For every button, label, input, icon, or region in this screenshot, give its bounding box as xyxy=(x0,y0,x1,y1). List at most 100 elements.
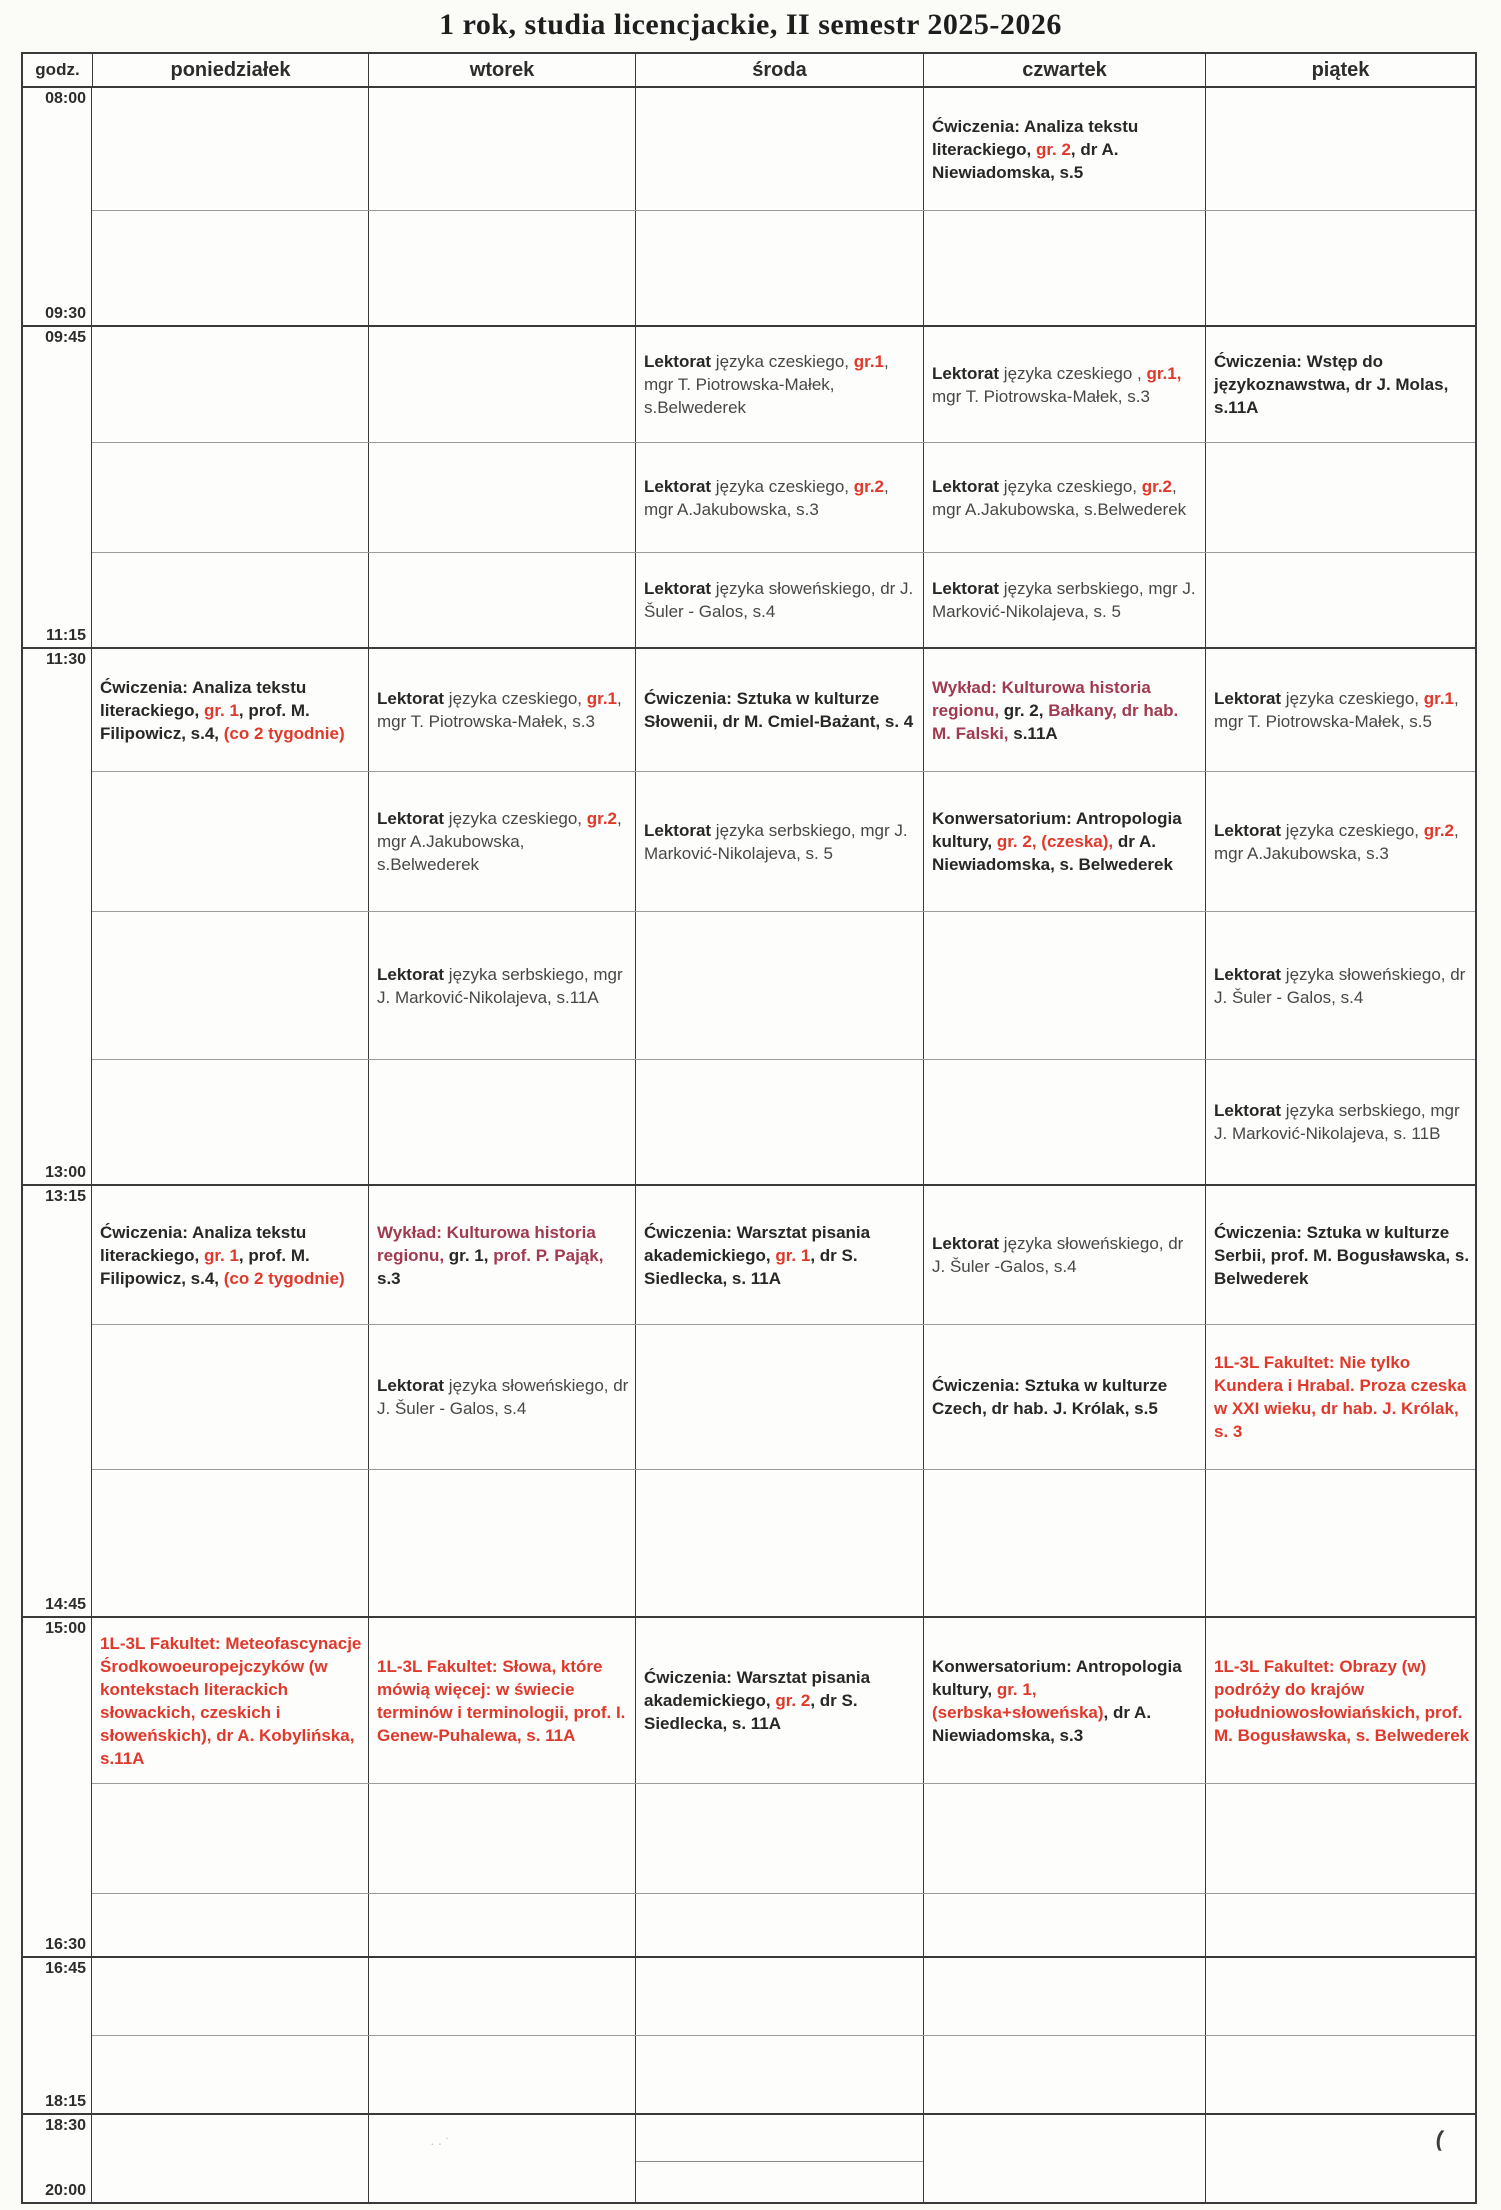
class-entry-text: Lektorat xyxy=(932,476,1000,496)
time-block-11:30: 11:30 13:00 Ćwiczenia: Analiza tekstu lite… xyxy=(23,647,1475,1184)
class-entry-text: (co 2 tygodnie) xyxy=(223,723,345,743)
time-end-label: 14:45 xyxy=(45,1596,86,1613)
cell-czw-0945-2: Lektorat języka serbskiego, mgr J. Marko… xyxy=(923,553,1205,647)
class-entry: Konwersatorium: Antropologia kultury, gr… xyxy=(932,807,1201,876)
class-entry-text: Ćwiczenia: Analiza tekstu literackiego, xyxy=(100,677,307,720)
cell-sr-1130-2 xyxy=(635,912,923,1059)
cell-pon-1130-0: Ćwiczenia: Analiza tekstu literackiego, … xyxy=(92,649,368,771)
class-entry-text: gr.1, xyxy=(1146,363,1182,383)
time-end-label: 16:30 xyxy=(45,1936,86,1953)
cell-wt-1315-1: Lektorat języka słoweńskiego, dr J. Šule… xyxy=(368,1325,635,1469)
cell-czw-1830-0 xyxy=(923,2115,1205,2202)
class-entry-text: Lektorat xyxy=(644,476,712,496)
class-entry-text: języka słoweńskiego, dr J. Šuler - Galos… xyxy=(1214,964,1466,1007)
time-block-18:30: 18:30 20:00 ( xyxy=(23,2113,1475,2202)
class-entry-text: , prof. M. Filipowicz, s.4, xyxy=(100,1245,310,1288)
timetable-body: 08:00 09:30 Ćwiczenia: Analiza tekstu lite… xyxy=(23,86,1475,2202)
class-entry-text: gr.1 xyxy=(853,352,885,371)
class-entry-text: Ćwiczenia: Analiza tekstu literackiego, xyxy=(932,116,1139,159)
cell-pt-1130-1: Lektorat języka czeskiego, gr.2, mgr A.J… xyxy=(1205,772,1475,911)
block-rows: Ćwiczenia: Analiza tekstu literackiego, … xyxy=(92,1186,1475,1616)
class-entry: Ćwiczenia: Warsztat pisania akademickieg… xyxy=(644,1666,919,1735)
header-godz: godz. xyxy=(35,60,80,79)
class-entry-text: gr. 2 xyxy=(775,1691,811,1710)
time-cell-15:00: 15:00 16:30 xyxy=(23,1618,92,1956)
class-entry: Ćwiczenia: Sztuka w kulturze Serbii, pro… xyxy=(1214,1221,1471,1290)
class-entry-text: gr.2 xyxy=(586,809,618,828)
class-entry: Ćwiczenia: Analiza tekstu literackiego, … xyxy=(100,676,364,745)
class-entry-text: gr.2 xyxy=(1141,476,1173,496)
class-entry-text: Lektorat xyxy=(1214,1101,1282,1120)
page-title: 1 rok, studia licencjackie, II semestr 2… xyxy=(439,8,1062,41)
header-thursday: czwartek xyxy=(923,54,1205,86)
cell-czw-1500-2 xyxy=(923,1894,1205,1956)
cell-czw-1500-1 xyxy=(923,1784,1205,1893)
cell-sr-1130-1: Lektorat języka serbskiego, mgr J. Marko… xyxy=(635,772,923,911)
cell-sr-1500-0: Ćwiczenia: Warsztat pisania akademickieg… xyxy=(635,1618,923,1783)
class-entry-text: gr. 1, xyxy=(996,1679,1037,1699)
cell-wt-0800-1 xyxy=(368,211,635,325)
pencil-smudge: ··˙ xyxy=(430,2135,453,2151)
cell-pt-1830-0: ( xyxy=(1205,2115,1475,2202)
cell-wt-1500-0: 1L-3L Fakultet: Słowa, które mówią więce… xyxy=(368,1618,635,1783)
header-tuesday: wtorek xyxy=(368,54,635,86)
time-start-label: 13:15 xyxy=(45,1188,86,1205)
cell-czw-1500-0: Konwersatorium: Antropologia kultury, gr… xyxy=(923,1618,1205,1783)
class-entry-text: , dr A. Niewiadomska, s.5 xyxy=(932,139,1119,182)
schedule-subrow: Ćwiczenia: Analiza tekstu literackiego, … xyxy=(92,88,1475,210)
class-entry: Lektorat języka czeskiego , gr.1, mgr T.… xyxy=(932,362,1201,408)
cell-pon-1645-0 xyxy=(92,1958,368,2035)
class-entry-text: s.11A xyxy=(1008,723,1058,743)
schedule-subrow: Lektorat języka serbskiego, mgr J. Marko… xyxy=(92,1059,1475,1184)
time-block-16:45: 16:45 18:15 xyxy=(23,1956,1475,2113)
class-entry-text: 1L-3L Fakultet: Słowa, które mówią więce… xyxy=(377,1656,626,1745)
cell-sr-1130-0: Ćwiczenia: Sztuka w kulturze Słowenii, d… xyxy=(635,649,923,771)
schedule-subrow: ( xyxy=(92,2115,1475,2202)
header-friday: piątek xyxy=(1205,54,1475,86)
class-entry: Wykład: Kulturowa historia regionu, gr. … xyxy=(932,676,1201,745)
time-start-label: 16:45 xyxy=(45,1960,86,1977)
cell-pt-1645-0 xyxy=(1205,1958,1475,2035)
cell-wt-0945-0 xyxy=(368,327,635,442)
cell-sr-1315-1 xyxy=(635,1325,923,1469)
header-wednesday: środa xyxy=(635,54,923,86)
class-entry-text: Lektorat xyxy=(644,820,712,840)
class-entry-text: języka czeskiego, xyxy=(1281,689,1424,708)
class-entry-text: 1L-3L Fakultet: Meteofascynacje Środkowo… xyxy=(100,1633,362,1768)
cell-pt-1315-0: Ćwiczenia: Sztuka w kulturze Serbii, pro… xyxy=(1205,1186,1475,1324)
schedule-subrow: Ćwiczenia: Analiza tekstu literackiego, … xyxy=(92,1186,1475,1324)
block-rows: Ćwiczenia: Analiza tekstu literackiego, … xyxy=(92,88,1475,325)
cell-pt-1500-2 xyxy=(1205,1894,1475,1956)
class-entry: Ćwiczenia: Analiza tekstu literackiego, … xyxy=(932,115,1201,184)
class-entry-text: języka słoweńskiego, dr J. Šuler - Galos… xyxy=(644,579,914,621)
class-entry-text: Konwersatorium: Antropologia kultury, xyxy=(932,809,1182,851)
class-entry-text: gr. 2, xyxy=(999,700,1049,720)
class-entry: Lektorat języka czeskiego, gr.2, mgr A.J… xyxy=(1214,819,1471,865)
class-entry: Wykład: Kulturowa historia regionu, gr. … xyxy=(377,1221,631,1290)
time-end-label: 11:15 xyxy=(45,627,86,644)
cell-wt-1500-2 xyxy=(368,1894,635,1956)
class-entry: Lektorat języka serbskiego, mgr J. Marko… xyxy=(932,577,1201,623)
class-entry-text: Ćwiczenia: Warsztat pisania akademickieg… xyxy=(644,1222,871,1265)
time-start-label: 15:00 xyxy=(45,1620,86,1637)
class-entry: Lektorat języka czeskiego, gr.2, mgr A.J… xyxy=(644,475,919,521)
class-entry: Ćwiczenia: Wstęp do językoznawstwa, dr J… xyxy=(1214,350,1471,419)
cell-pt-1315-2 xyxy=(1205,1470,1475,1616)
class-entry-text: języka czeskiego, xyxy=(711,476,854,496)
class-entry-text: gr.1 xyxy=(1423,689,1455,708)
class-entry-text: 1L-3L Fakultet: Nie tylko Kundera i Hrab… xyxy=(1214,1353,1467,1441)
schedule-subrow: Lektorat języka słoweńskiego, dr J. Šule… xyxy=(92,1324,1475,1469)
class-entry: Konwersatorium: Antropologia kultury, gr… xyxy=(932,1655,1201,1747)
class-entry-text: (serbska+słoweńska) xyxy=(932,1702,1104,1722)
class-entry-text: języka czeskiego, xyxy=(999,476,1142,496)
cell-pon-1130-2 xyxy=(92,912,368,1059)
class-entry-text: , mgr T. Piotrowska-Małek, s.5 xyxy=(1214,689,1459,731)
cell-pt-1645-1 xyxy=(1205,2036,1475,2113)
class-entry-text: języka czeskiego, xyxy=(1281,820,1424,840)
class-entry: Lektorat języka czeskiego, gr.1, mgr T. … xyxy=(644,350,919,419)
time-cell-16:45: 16:45 18:15 xyxy=(23,1958,92,2113)
cell-pt-1130-2: Lektorat języka słoweńskiego, dr J. Šule… xyxy=(1205,912,1475,1059)
cell-czw-1645-0 xyxy=(923,1958,1205,2035)
class-entry: 1L-3L Fakultet: Słowa, które mówią więce… xyxy=(377,1655,631,1747)
schedule-subrow xyxy=(92,1893,1475,1956)
